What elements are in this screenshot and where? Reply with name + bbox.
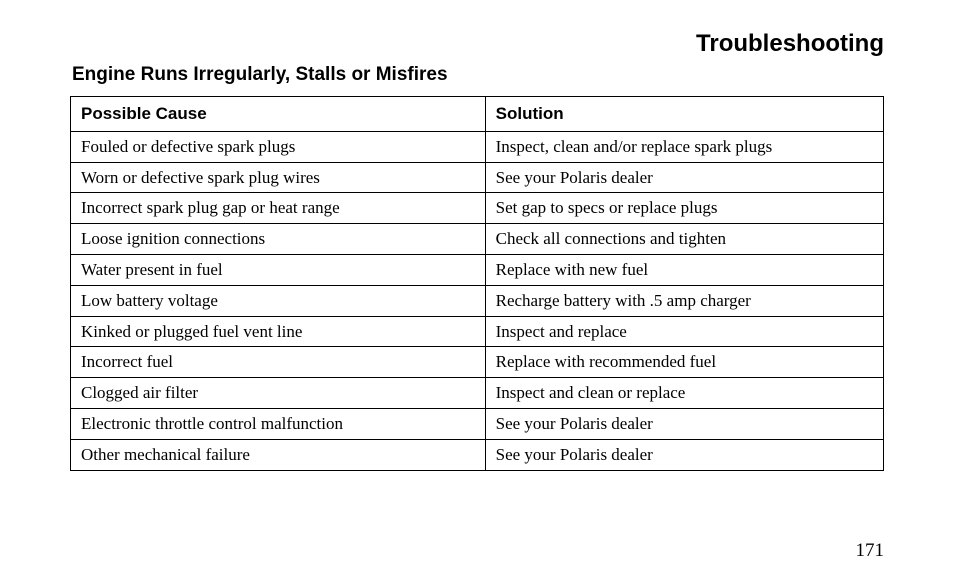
table-row: Worn or defective spark plug wires See y…: [71, 162, 884, 193]
cell-solution: Replace with new fuel: [485, 254, 883, 285]
table-row: Fouled or defective spark plugs Inspect,…: [71, 131, 884, 162]
cell-solution: Check all connections and tighten: [485, 224, 883, 255]
table-row: Electronic throttle control malfunction …: [71, 408, 884, 439]
table-row: Clogged air filter Inspect and clean or …: [71, 378, 884, 409]
cell-solution: See your Polaris dealer: [485, 439, 883, 470]
table-row: Incorrect spark plug gap or heat range S…: [71, 193, 884, 224]
table-row: Loose ignition connections Check all con…: [71, 224, 884, 255]
cell-cause: Worn or defective spark plug wires: [71, 162, 486, 193]
cell-solution: Set gap to specs or replace plugs: [485, 193, 883, 224]
cell-cause: Other mechanical failure: [71, 439, 486, 470]
table-header-row: Possible Cause Solution: [71, 97, 884, 132]
cell-cause: Incorrect fuel: [71, 347, 486, 378]
page-heading: Troubleshooting: [70, 30, 884, 58]
cell-cause: Low battery voltage: [71, 285, 486, 316]
cell-solution: Replace with recommended fuel: [485, 347, 883, 378]
table-row: Kinked or plugged fuel vent line Inspect…: [71, 316, 884, 347]
cell-cause: Incorrect spark plug gap or heat range: [71, 193, 486, 224]
cell-solution: Inspect and clean or replace: [485, 378, 883, 409]
cell-cause: Loose ignition connections: [71, 224, 486, 255]
cell-cause: Kinked or plugged fuel vent line: [71, 316, 486, 347]
cell-cause: Water present in fuel: [71, 254, 486, 285]
cell-solution: Recharge battery with .5 amp charger: [485, 285, 883, 316]
page: Troubleshooting Engine Runs Irregularly,…: [0, 0, 954, 588]
table-row: Incorrect fuel Replace with recommended …: [71, 347, 884, 378]
troubleshooting-table: Possible Cause Solution Fouled or defect…: [70, 96, 884, 471]
cell-solution: See your Polaris dealer: [485, 408, 883, 439]
col-header-solution: Solution: [485, 97, 883, 132]
cell-cause: Fouled or defective spark plugs: [71, 131, 486, 162]
section-heading: Engine Runs Irregularly, Stalls or Misfi…: [72, 64, 884, 86]
cell-solution: Inspect and replace: [485, 316, 883, 347]
table-row: Other mechanical failure See your Polari…: [71, 439, 884, 470]
page-number: 171: [856, 540, 885, 562]
table-row: Low battery voltage Recharge battery wit…: [71, 285, 884, 316]
table-row: Water present in fuel Replace with new f…: [71, 254, 884, 285]
cell-cause: Electronic throttle control malfunction: [71, 408, 486, 439]
cell-solution: See your Polaris dealer: [485, 162, 883, 193]
col-header-cause: Possible Cause: [71, 97, 486, 132]
cell-solution: Inspect, clean and/or replace spark plug…: [485, 131, 883, 162]
cell-cause: Clogged air filter: [71, 378, 486, 409]
